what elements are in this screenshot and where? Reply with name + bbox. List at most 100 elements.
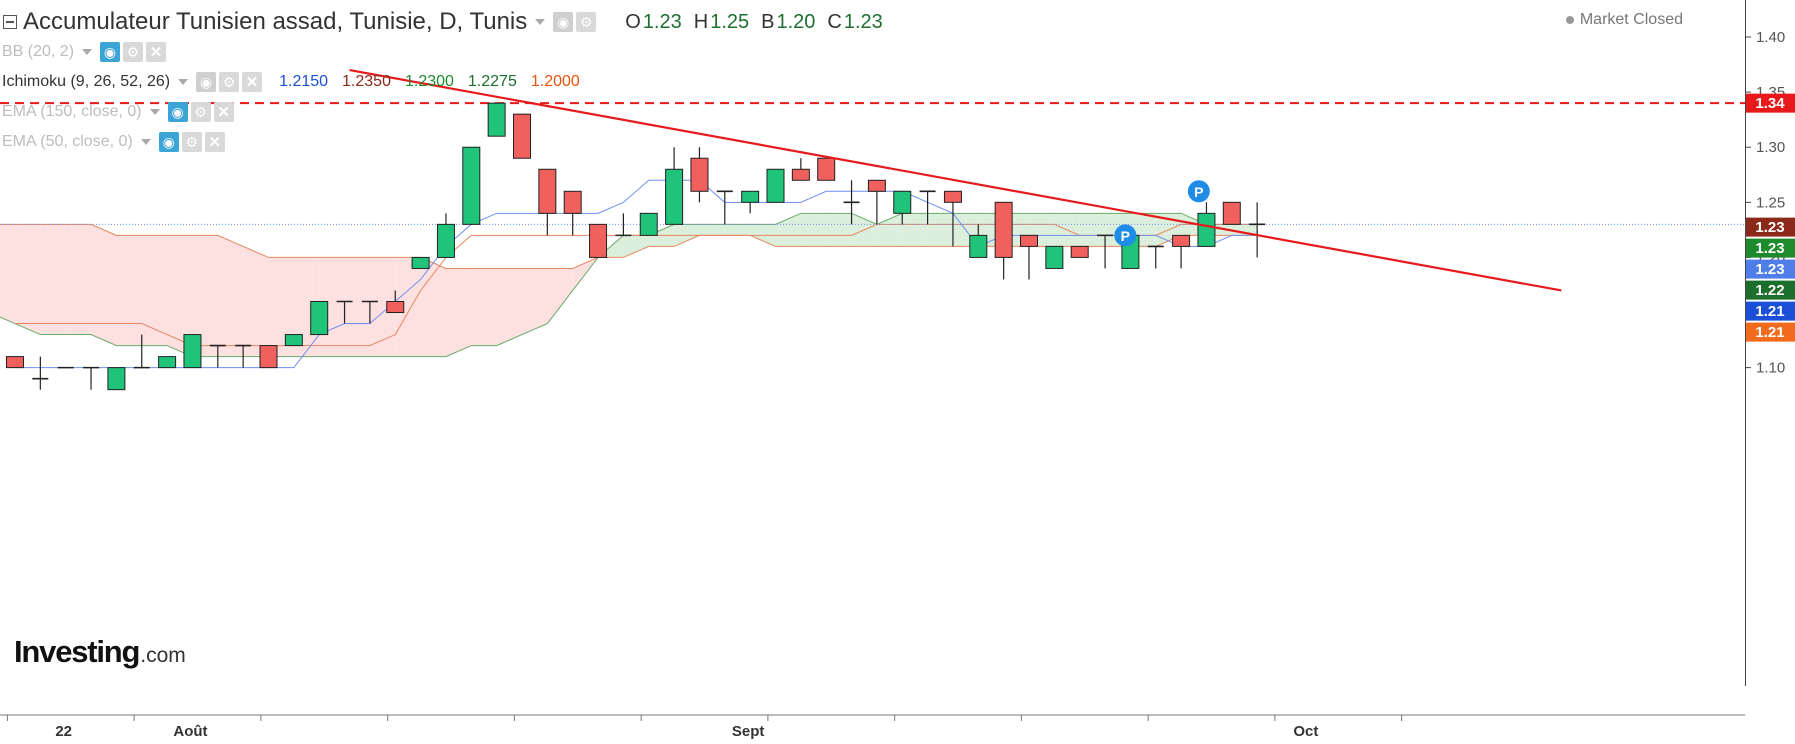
gear-icon[interactable]: ⚙ <box>181 132 202 152</box>
close-icon[interactable]: ✕ <box>146 42 167 62</box>
y-tick-label: 1.10 <box>1756 360 1785 377</box>
candle-body-down <box>1172 234 1191 247</box>
title-row: Accumulateur Tunisien assad, Tunisie, D,… <box>2 6 883 38</box>
dropdown-caret-icon[interactable] <box>149 109 160 115</box>
gear-icon[interactable]: ⚙ <box>576 12 597 32</box>
senkou-span-a-line <box>0 212 1258 358</box>
candle <box>1147 245 1164 269</box>
cloud-segment <box>395 257 421 357</box>
candle <box>843 180 860 225</box>
cloud-segment <box>243 246 269 357</box>
candle <box>1020 234 1038 280</box>
dropdown-caret-icon[interactable] <box>82 49 93 55</box>
cloud-segment <box>0 224 15 324</box>
gear-icon[interactable]: ⚙ <box>190 102 211 122</box>
candle <box>1172 234 1191 269</box>
candle-body-down <box>513 113 531 159</box>
senkou-span-b-line <box>0 223 1258 269</box>
indicator-name[interactable]: EMA (150, close, 0) <box>2 103 142 120</box>
cloud-segment <box>547 268 573 324</box>
open-label: O <box>625 10 641 33</box>
candle-body-up <box>310 301 329 336</box>
price-label-text: 1.23 <box>1755 219 1784 236</box>
eye-icon[interactable]: ◉ <box>553 12 574 32</box>
close-icon[interactable]: ✕ <box>213 102 234 122</box>
candle-body-down <box>6 356 24 369</box>
price-label: 1.23 <box>1746 259 1795 279</box>
indicator-row-bb: BB (20, 2) ◉ ⚙ ✕ <box>2 41 169 63</box>
dropdown-caret-icon[interactable] <box>178 79 189 85</box>
candle <box>336 300 353 324</box>
low-label: B <box>761 10 775 33</box>
candle <box>462 146 481 225</box>
candle <box>615 213 632 237</box>
indicator-row-ema50: EMA (50, close, 0) ◉ ⚙ ✕ <box>2 131 228 153</box>
eye-icon[interactable]: ◉ <box>196 72 217 92</box>
open-value: 1.23 <box>642 10 682 33</box>
y-tick-label: 1.40 <box>1756 29 1785 46</box>
indicator-value: 1.2350 <box>342 73 391 90</box>
indicator-row-ichimoku: Ichimoku (9, 26, 52, 26) ◉ ⚙ ✕ 1.2150 1.… <box>2 71 580 93</box>
y-tick-label: 1.30 <box>1756 139 1785 156</box>
candle-body-up <box>741 190 760 203</box>
candle <box>919 190 936 225</box>
pivot-marker-circle <box>1114 224 1137 247</box>
eye-icon[interactable]: ◉ <box>167 102 188 122</box>
price-label-box <box>1746 93 1795 113</box>
candle-body-down <box>538 168 557 214</box>
candle <box>538 168 557 236</box>
cloud-segment <box>268 257 294 357</box>
indicator-value: 1.2300 <box>404 73 454 90</box>
cloud-segment <box>15 224 41 335</box>
indicator-value: 1.2275 <box>467 73 517 90</box>
eye-icon[interactable]: ◉ <box>100 42 121 62</box>
candle-body-down <box>589 223 608 258</box>
candle-body-down <box>1222 201 1241 225</box>
cloud-segment <box>445 268 472 357</box>
ohlc-readout: O 1.23 H 1.25 B 1.20 C 1.23 <box>613 11 883 34</box>
gear-icon[interactable]: ⚙ <box>219 72 240 92</box>
candle <box>1045 245 1064 269</box>
indicator-name[interactable]: BB (20, 2) <box>2 43 75 60</box>
candle <box>867 179 886 225</box>
price-label: 1.34 <box>1746 93 1795 113</box>
dropdown-caret-icon[interactable] <box>140 139 151 145</box>
candle <box>766 168 785 203</box>
collapse-icon[interactable] <box>3 15 17 29</box>
close-icon[interactable]: ✕ <box>242 72 263 92</box>
candle <box>893 190 912 225</box>
candle-body-down <box>690 157 709 192</box>
close-icon[interactable]: ✕ <box>204 132 225 152</box>
gear-icon[interactable]: ⚙ <box>123 42 144 62</box>
candle <box>994 201 1013 280</box>
candle <box>436 213 455 258</box>
eye-icon[interactable]: ◉ <box>158 132 179 152</box>
cloud-segment <box>623 235 649 258</box>
indicator-name[interactable]: EMA (50, close, 0) <box>2 133 133 150</box>
candle <box>1249 202 1266 258</box>
price-label-box <box>1746 217 1795 237</box>
chart-title: Accumulateur Tunisien assad, Tunisie, D,… <box>23 8 528 35</box>
dropdown-caret-icon[interactable] <box>535 19 546 25</box>
indicator-value: 1.2150 <box>279 73 329 90</box>
cloud-segment <box>116 235 142 346</box>
x-tick-label: Oct <box>1293 723 1318 739</box>
candle-body-up <box>766 168 785 203</box>
candle <box>589 223 608 258</box>
x-tick-label: Sept <box>732 723 765 739</box>
candle-body-up <box>436 223 455 258</box>
cloud-segment <box>775 213 801 247</box>
price-label: 1.22 <box>1746 280 1795 300</box>
price-label-box <box>1746 301 1795 321</box>
price-label-box <box>1746 259 1795 279</box>
candle-body-down <box>259 345 278 369</box>
price-label: 1.21 <box>1746 301 1795 321</box>
candle-body-down <box>994 201 1013 258</box>
cloud-segment <box>699 224 725 236</box>
candle-body-up <box>411 256 430 269</box>
candle <box>741 190 760 214</box>
candle-body-down <box>943 190 962 203</box>
indicator-name[interactable]: Ichimoku (9, 26, 52, 26) <box>2 73 171 90</box>
